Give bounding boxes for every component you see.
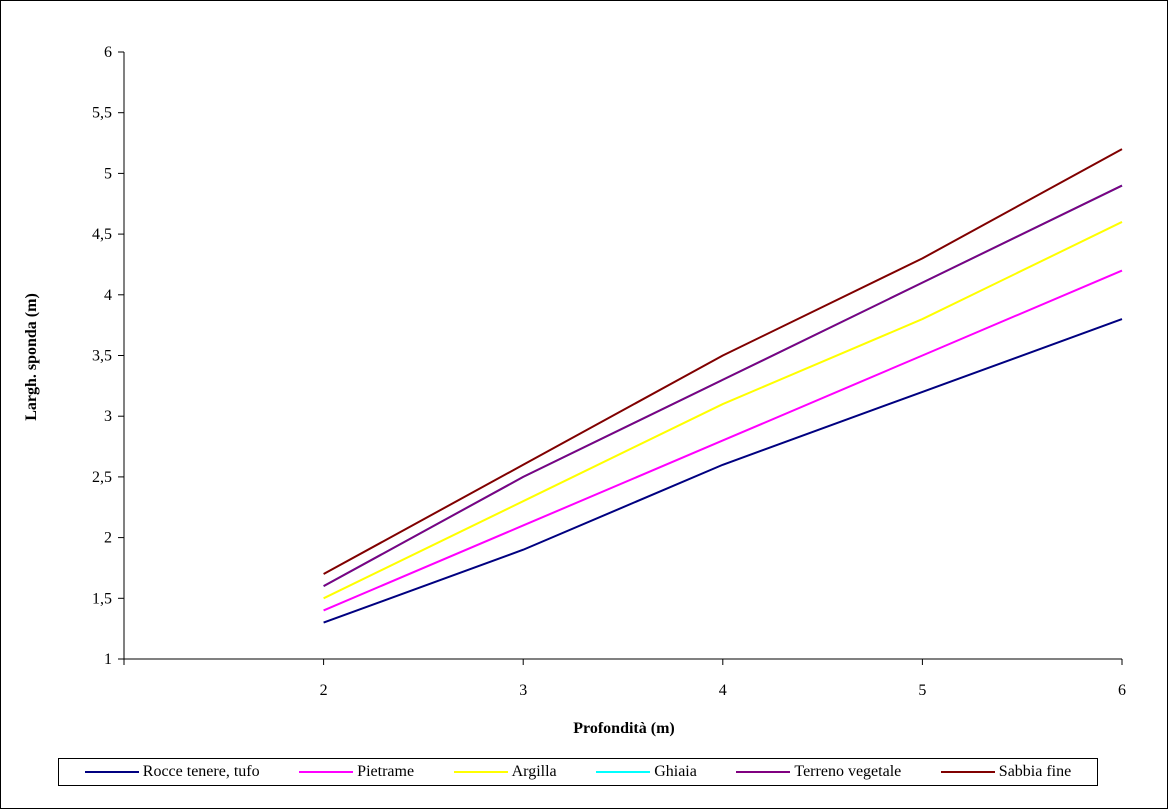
series-line-2 [323, 269, 1123, 612]
x-tick-label: 4 [719, 682, 727, 699]
y-tick-label: 3 [104, 408, 112, 425]
legend-swatch [940, 771, 995, 773]
series-line-3 [323, 221, 1123, 600]
legend-item: Pietrame [299, 763, 414, 781]
y-tick-label: 2,5 [92, 469, 112, 486]
legend-label: Terreno vegetale [794, 763, 902, 780]
x-axis-title: Profondità (m) [573, 720, 674, 737]
y-tick-label: 3,5 [92, 348, 112, 365]
y-tick-label: 1,5 [92, 590, 112, 607]
series-line-1 [323, 318, 1123, 624]
legend-swatch [596, 771, 651, 773]
legend-swatch [84, 771, 139, 773]
legend-label: Ghiaia [654, 763, 697, 780]
y-tick-label: 6 [104, 44, 112, 61]
legend-swatch [299, 771, 354, 773]
legend-label: Argilla [511, 763, 557, 780]
legend-label: Rocce tenere, tufo [142, 763, 260, 780]
legend-item: Terreno vegetale [736, 763, 901, 781]
y-tick-label: 1 [104, 651, 112, 668]
series-line-4 [323, 184, 1123, 588]
legend-item: Sabbia fine [940, 763, 1072, 781]
legend-swatch [736, 771, 791, 773]
y-tick-label: 5,5 [92, 105, 112, 122]
x-tick-label: 5 [918, 682, 926, 699]
y-tick-label: 5 [104, 165, 112, 182]
series-lines [323, 148, 1123, 624]
y-tick-label: 4 [104, 287, 112, 304]
legend-swatch [453, 771, 508, 773]
x-tick-label: 3 [519, 682, 527, 699]
series-line-6 [323, 148, 1123, 575]
legend: Rocce tenere, tufo Pietrame Argilla Ghiaia T… [58, 758, 1098, 786]
axes: 1 1,5 2 2,5 3 3,5 4 4,5 5 5,5 6 2 3 4 5 6 [92, 44, 1126, 699]
x-tick-label: 6 [1118, 682, 1126, 699]
y-tick-label: 4,5 [92, 226, 112, 243]
y-tick-label: 2 [104, 530, 112, 547]
legend-item: Ghiaia [596, 763, 697, 781]
legend-label: Pietrame [357, 763, 415, 780]
legend-item: Rocce tenere, tufo [84, 763, 260, 781]
x-tick-label: 2 [320, 682, 328, 699]
legend-label: Sabbia fine [998, 763, 1072, 780]
series-line-5 [323, 184, 1123, 588]
legend-item: Argilla [453, 763, 557, 781]
y-axis-title: Largh. sponda (m) [23, 293, 40, 421]
